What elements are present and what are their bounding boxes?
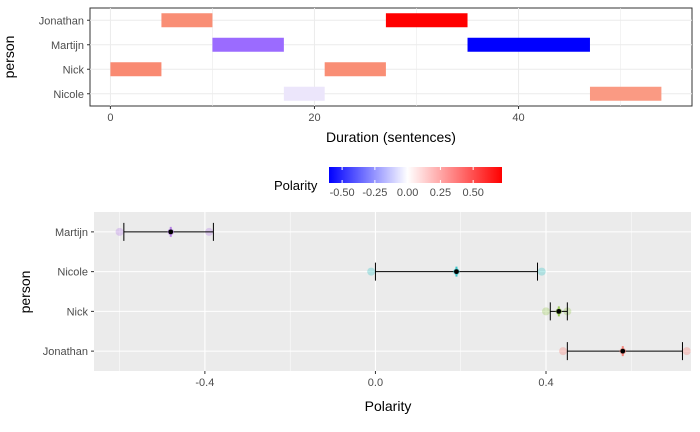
legend-ticks: -0.50 -0.25 0.00 0.25 0.50 [330, 167, 484, 199]
polarity-mean-point [168, 229, 174, 235]
polarity-legend: Polarity -0.50 -0.25 0.00 0.25 0.50 [274, 167, 502, 199]
duration-bar-segment [324, 62, 386, 77]
duration-y-tick-label: Jonathan [39, 15, 84, 27]
polarity-raw-point [682, 347, 691, 356]
duration-x-ticks: 0 20 40 [107, 106, 525, 124]
polarity-x-axis-title: Polarity [365, 398, 412, 414]
duration-bar-segment [110, 62, 162, 77]
duration-y-ticks: Nicole Nick Martijn Jonathan [39, 15, 90, 101]
duration-bar-segment [589, 86, 662, 101]
duration-y-tick-label: Nicole [53, 89, 84, 101]
duration-x-tick-label: 40 [512, 112, 524, 124]
legend-tick-label: -0.50 [330, 187, 355, 199]
polarity-y-ticks: Jonathan Nick Nicole Martijn [43, 227, 94, 358]
duration-y-tick-label: Nick [63, 64, 85, 76]
polarity-x-tick-label: 0.4 [538, 377, 553, 389]
legend-tick-label: 0.25 [430, 187, 451, 199]
legend-tick-label: 0.00 [397, 187, 418, 199]
polarity-raw-point [559, 347, 568, 356]
duration-bar-segment [161, 13, 213, 28]
polarity-raw-point [367, 267, 376, 276]
polarity-raw-point [542, 307, 551, 316]
duration-bar-segment [212, 37, 284, 52]
polarity-y-tick-label: Nicole [57, 267, 88, 279]
legend-colorbar [329, 167, 502, 183]
legend-tick-label: -0.25 [362, 187, 387, 199]
polarity-marks [115, 222, 691, 361]
polarity-mean-point [454, 269, 459, 275]
duration-x-tick-label: 20 [308, 112, 320, 124]
polarity-chart: Jonathan Nick Nicole Martijn -0.4 0.0 0.4 Pol… [17, 212, 691, 414]
legend-title: Polarity [274, 178, 318, 193]
polarity-raw-point [115, 227, 124, 236]
duration-y-axis-title: person [1, 36, 17, 79]
polarity-mean-point [556, 308, 562, 314]
polarity-x-tick-label: 0.0 [368, 377, 383, 389]
duration-bar-segment [385, 13, 468, 28]
duration-bars [110, 13, 662, 101]
legend-tick-label: 0.50 [462, 187, 483, 199]
polarity-y-tick-label: Jonathan [43, 346, 88, 358]
polarity-y-tick-label: Martijn [55, 227, 88, 239]
duration-chart: Nicole Nick Martijn Jonathan 0 20 40 Duration… [1, 7, 693, 145]
duration-x-axis-title: Duration (sentences) [326, 129, 456, 145]
polarity-mean-point [620, 348, 626, 354]
polarity-raw-point [537, 267, 546, 276]
duration-bar-segment [467, 37, 590, 52]
polarity-y-axis-title: person [17, 271, 33, 314]
duration-y-tick-label: Martijn [51, 40, 84, 52]
polarity-x-ticks: -0.4 0.0 0.4 [195, 371, 554, 389]
duration-x-tick-label: 0 [107, 112, 113, 124]
polarity-x-tick-label: -0.4 [195, 377, 214, 389]
polarity-y-tick-label: Nick [67, 306, 89, 318]
duration-bar-segment [283, 86, 325, 101]
polarity-plot-background [94, 212, 691, 371]
